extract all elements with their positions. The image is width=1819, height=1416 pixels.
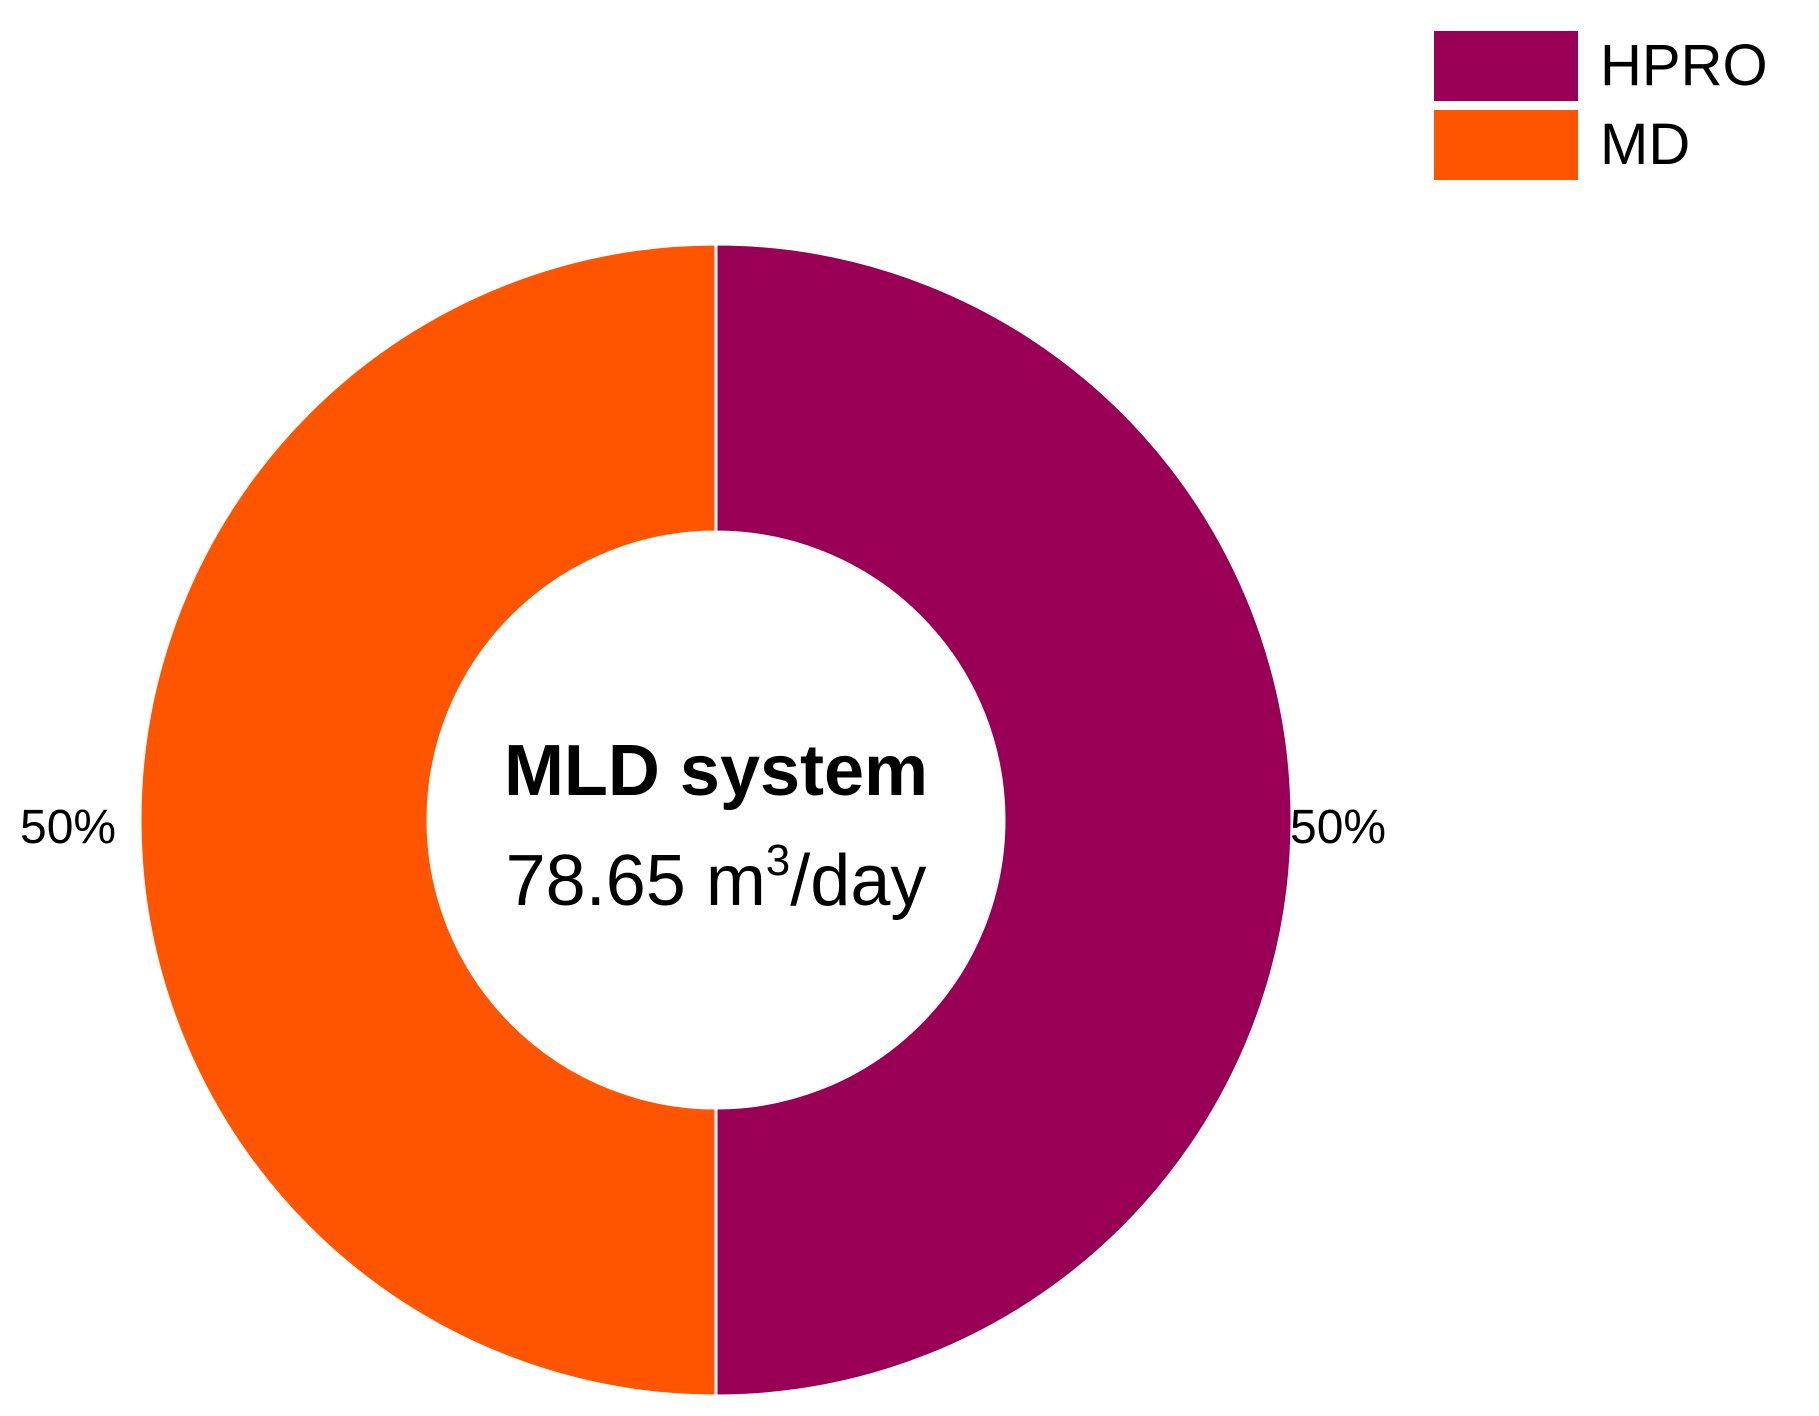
center-value-number: 78.65 m — [505, 841, 766, 921]
center-value-unit: /day — [790, 841, 927, 921]
legend-label-md: MD — [1600, 111, 1691, 177]
legend-label-hpro: HPRO — [1600, 32, 1768, 98]
slice-label-md: 50% — [20, 801, 117, 854]
legend-swatch-md — [1434, 109, 1578, 180]
legend-item-md: MD — [1434, 105, 1768, 184]
legend: HPRO MD — [1434, 26, 1768, 184]
center-title: MLD system — [503, 731, 929, 811]
slice-md — [138, 242, 718, 1398]
donut-slices — [138, 242, 1294, 1398]
center-value-superscript: 3 — [765, 836, 791, 885]
center-value: 78.65 m3/day — [505, 839, 927, 922]
legend-item-hpro: HPRO — [1434, 26, 1768, 105]
legend-swatch-hpro — [1434, 30, 1578, 101]
slice-label-hpro: 50% — [1290, 801, 1387, 854]
slice-hpro — [714, 242, 1294, 1398]
